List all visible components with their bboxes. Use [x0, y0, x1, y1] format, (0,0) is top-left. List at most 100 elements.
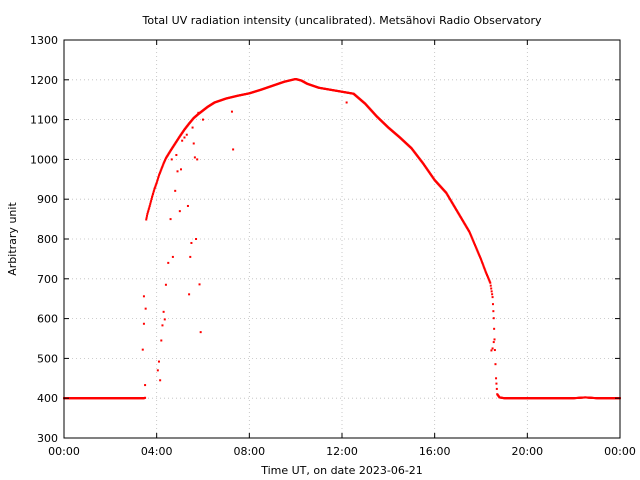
- data-point: [152, 189, 155, 192]
- data-point-outlier: [345, 101, 348, 104]
- data-point: [488, 280, 491, 283]
- data-point-outlier: [199, 331, 202, 334]
- data-point: [476, 249, 479, 252]
- data-point: [485, 272, 488, 275]
- data-point: [478, 255, 481, 257]
- y-tick-label: 1300: [30, 34, 58, 47]
- data-point: [473, 242, 476, 245]
- data-point: [158, 171, 161, 174]
- data-point-outlier: [183, 136, 186, 139]
- data-point: [474, 246, 477, 249]
- data-point-outlier: [162, 310, 165, 313]
- data-point: [486, 276, 489, 279]
- data-point-outlier: [196, 158, 199, 161]
- data-point: [146, 214, 149, 217]
- data-point-outlier: [157, 360, 160, 363]
- x-tick-label: 04:00: [141, 445, 173, 458]
- chart-title: Total UV radiation intensity (uncalibrat…: [142, 14, 542, 27]
- data-point: [486, 273, 489, 276]
- data-point-outlier: [164, 283, 167, 286]
- data-point: [479, 257, 482, 260]
- data-point: [469, 233, 472, 236]
- data-point: [147, 209, 150, 212]
- data-point: [159, 170, 162, 173]
- data-point: [144, 396, 147, 399]
- data-point: [487, 278, 490, 281]
- data-point: [152, 191, 155, 194]
- data-point: [156, 180, 159, 183]
- grid: [64, 40, 620, 438]
- y-tick-label: 700: [37, 273, 58, 286]
- data-point-outlier: [193, 156, 196, 159]
- data-point-outlier: [169, 218, 172, 221]
- data-point: [153, 186, 156, 189]
- data-point-outlier: [190, 241, 193, 244]
- data-point: [492, 317, 495, 320]
- data-point: [482, 264, 485, 267]
- y-tick-label: 800: [37, 233, 58, 246]
- data-point: [148, 204, 151, 207]
- data-point: [480, 259, 483, 262]
- data-point: [495, 377, 498, 380]
- data-point-outlier: [176, 170, 179, 173]
- data-point: [469, 234, 472, 237]
- data-point: [162, 163, 165, 166]
- data-point-outlier: [189, 255, 192, 258]
- y-tick-label: 900: [37, 193, 58, 206]
- data-point: [471, 238, 474, 241]
- data-point-outlier: [163, 318, 166, 321]
- data-point: [486, 275, 489, 278]
- data-point: [161, 164, 164, 167]
- data-point: [489, 284, 492, 287]
- x-tick-label: 00:00: [604, 445, 636, 458]
- data-point-outlier: [181, 139, 184, 142]
- data-point: [160, 167, 163, 170]
- data-point-outlier: [186, 204, 189, 207]
- data-point-outlier: [185, 133, 188, 136]
- data-point: [491, 293, 494, 296]
- data-point-outlier: [174, 189, 177, 192]
- data-point: [483, 268, 486, 271]
- data-point: [148, 206, 151, 209]
- data-point: [477, 251, 480, 254]
- data-point: [149, 203, 152, 206]
- data-point: [150, 199, 153, 202]
- data-point-outlier: [178, 210, 181, 213]
- data-point: [149, 201, 152, 204]
- data-point: [480, 260, 483, 263]
- data-point: [163, 160, 166, 163]
- data-point-outlier: [188, 293, 191, 296]
- data-point: [484, 270, 487, 273]
- data-point: [495, 387, 498, 390]
- data-point: [468, 231, 471, 234]
- data-point: [495, 382, 498, 385]
- data-point: [491, 296, 494, 299]
- data-point-outlier: [175, 154, 178, 157]
- data-point: [485, 271, 488, 274]
- data-point-outlier: [171, 255, 174, 258]
- data-point-outlier: [232, 148, 235, 151]
- data-point-outlier: [490, 349, 493, 352]
- y-tick-label: 1200: [30, 74, 58, 87]
- data-point: [156, 178, 159, 181]
- data-point-outlier: [491, 347, 494, 350]
- data-point: [491, 303, 494, 306]
- data-point: [475, 248, 478, 251]
- data-point-outlier: [191, 126, 194, 129]
- data-point: [483, 266, 486, 269]
- data-point-outlier: [159, 379, 162, 382]
- data-point: [158, 173, 161, 176]
- data-point: [155, 183, 158, 186]
- data-point: [145, 218, 148, 221]
- data-point: [160, 168, 163, 171]
- data-point-outlier: [197, 111, 200, 114]
- data-point: [154, 185, 157, 188]
- data-point: [470, 235, 473, 238]
- data-point: [481, 263, 484, 266]
- data-point-outlier: [144, 384, 147, 387]
- x-tick-label: 08:00: [233, 445, 265, 458]
- data-point-outlier: [142, 322, 145, 325]
- data-point: [153, 188, 156, 191]
- data-point: [150, 197, 153, 200]
